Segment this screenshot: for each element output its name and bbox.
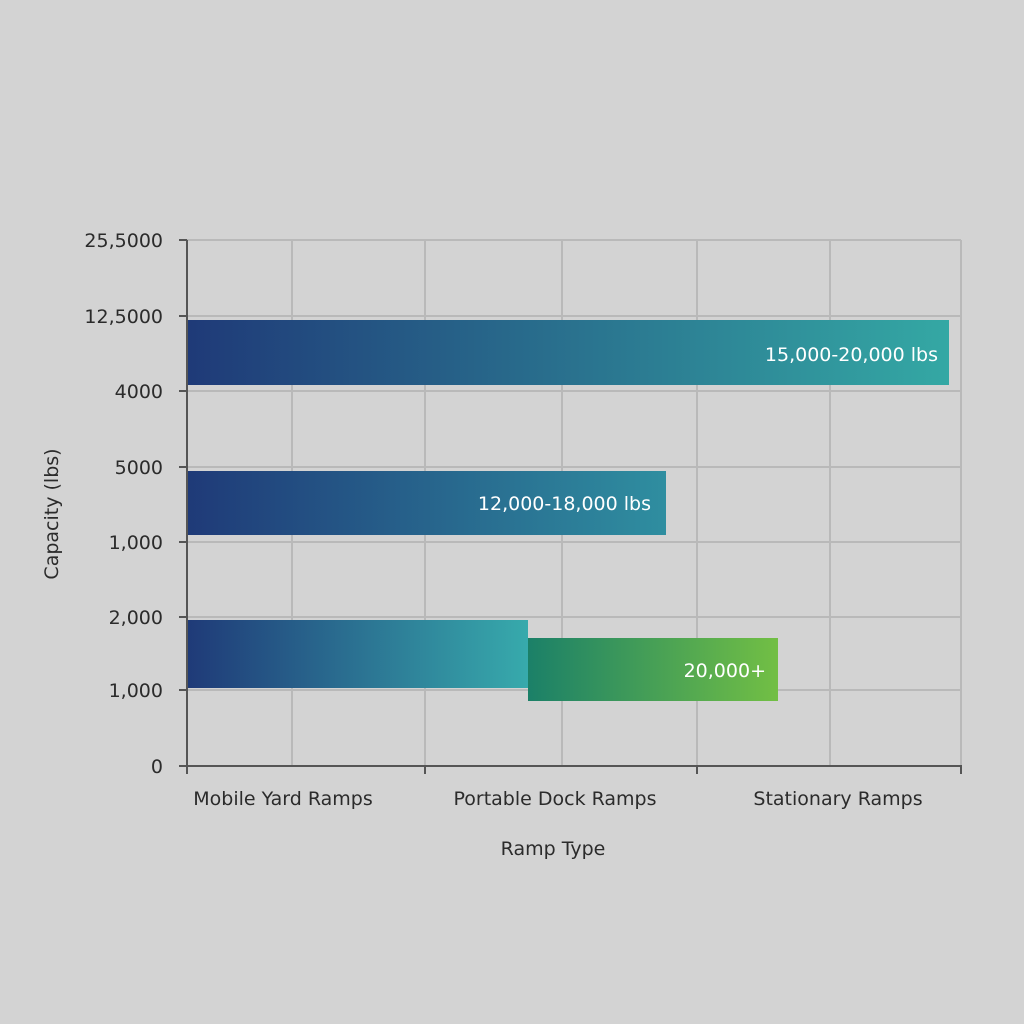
y-tick-label: 2,000 [109,607,163,629]
bar-label: 15,000-20,000 lbs [765,344,938,366]
bar [187,320,949,385]
y-axis-title: Capacity (lbs) [41,448,63,579]
y-tick-label: 0 [151,756,163,778]
bar [528,638,778,701]
bar [187,620,528,688]
y-tick-label: 5000 [115,457,163,479]
y-tick-label: 1,000 [109,532,163,554]
bar-label: 20,000+ [684,660,766,682]
bar [187,471,666,535]
x-tick-label: Stationary Ramps [753,788,922,810]
bars [187,320,949,701]
y-tick-label: 1,000 [109,680,163,702]
x-tick-label: Portable Dock Ramps [453,788,656,810]
y-tick-label: 4000 [115,381,163,403]
y-tick-label: 12,5000 [84,306,163,328]
x-tick-label: Mobile Yard Ramps [193,788,372,810]
y-tick-label: 25,5000 [84,230,163,252]
axes [186,240,962,768]
bar-label: 12,000-18,000 lbs [478,493,651,515]
x-axis-title: Ramp Type [501,838,606,860]
